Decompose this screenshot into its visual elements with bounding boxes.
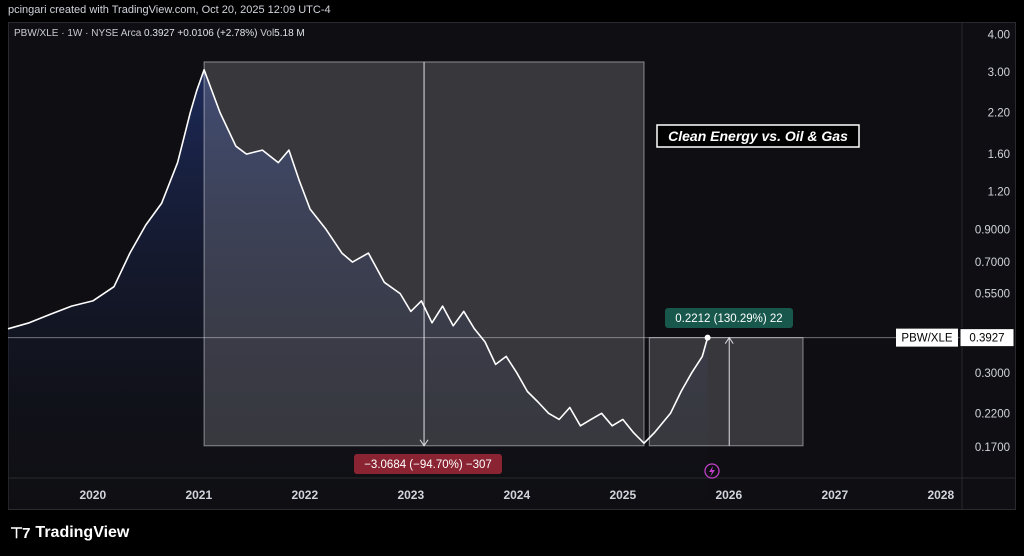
lightning-icon-bolt [709, 466, 715, 477]
measure-up-box[interactable] [648, 337, 804, 447]
brand-name: TradingView [35, 524, 130, 541]
tradingview-logo-icon: ⊤7 [10, 525, 30, 542]
legend-symbol: PBW/XLE · 1W · NYSE Arca [14, 28, 142, 39]
measure-down-label: −3.0684 (−94.70%) −307 [354, 454, 502, 474]
x-tick-label: 2021 [185, 488, 212, 502]
measure-down-arrowhead [419, 439, 429, 447]
price-tag[interactable]: PBW/XLE 0.3927 [896, 328, 1015, 348]
y-tick-label: 3.00 [988, 67, 1010, 79]
price-line[interactable] [7, 69, 709, 444]
measure-up-label: 0.2212 (130.29%) 22 [665, 308, 793, 328]
legend-vol-value: 5.18 M [274, 28, 305, 39]
legend-vol-label: Vol [260, 28, 275, 39]
measure-down-label-text: −3.0684 (−94.70%) −307 [364, 459, 492, 471]
x-tick-label: 2027 [821, 488, 848, 502]
price-tag-symbol-bg [896, 328, 958, 347]
lightning-icon-ring [704, 463, 720, 479]
lightning-icon[interactable] [704, 463, 720, 479]
x-tick-label: 2028 [927, 488, 954, 502]
tradingview-brand[interactable]: ⊤7 TradingView [10, 524, 129, 542]
y-tick-label: 0.3000 [975, 368, 1010, 380]
y-tick-label: 1.20 [988, 187, 1010, 199]
measure-up-label-bg [665, 308, 793, 328]
x-tick-label: 2022 [291, 488, 318, 502]
legend-change: +0.0106 (+2.78%) [177, 28, 258, 39]
y-tick-label: 1.60 [988, 149, 1010, 161]
last-price-dot [704, 334, 711, 341]
measure-up-label-text: 0.2212 (130.29%) 22 [675, 313, 782, 325]
legend-price: 0.3927 [144, 28, 175, 39]
price-tag-value-bg [959, 328, 1015, 348]
y-tick-label: 0.7000 [975, 257, 1010, 269]
annotation-title-box [656, 124, 860, 148]
symbol-legend: PBW/XLE · 1W · NYSE Arca 0.3927 +0.0106 … [14, 28, 305, 39]
y-tick-label: 2.20 [988, 108, 1010, 120]
y-tick-label: 0.9000 [975, 224, 1010, 236]
x-tick-label: 2026 [715, 488, 742, 502]
x-tick-label: 2025 [609, 488, 636, 502]
x-tick-label: 2024 [503, 488, 530, 502]
x-tick-label: 2020 [79, 488, 106, 502]
chart-credit: pcingari created with TradingView.com, O… [8, 4, 331, 16]
price-tag-value: 0.3927 [969, 333, 1004, 345]
x-tick-label: 2023 [397, 488, 424, 502]
y-tick-label: 4.00 [988, 29, 1010, 41]
y-tick-label: 0.2200 [975, 408, 1010, 420]
annotation-title[interactable]: Clean Energy vs. Oil & Gas [656, 124, 860, 148]
measure-down-label-bg [354, 454, 502, 474]
measure-up-arrowhead [724, 336, 734, 344]
y-tick-label: 0.5500 [975, 289, 1010, 301]
price-tag-symbol: PBW/XLE [901, 333, 952, 345]
y-tick-label: 0.1700 [975, 442, 1010, 454]
annotation-title-text: Clean Energy vs. Oil & Gas [668, 128, 848, 144]
price-area-fill [8, 69, 708, 509]
